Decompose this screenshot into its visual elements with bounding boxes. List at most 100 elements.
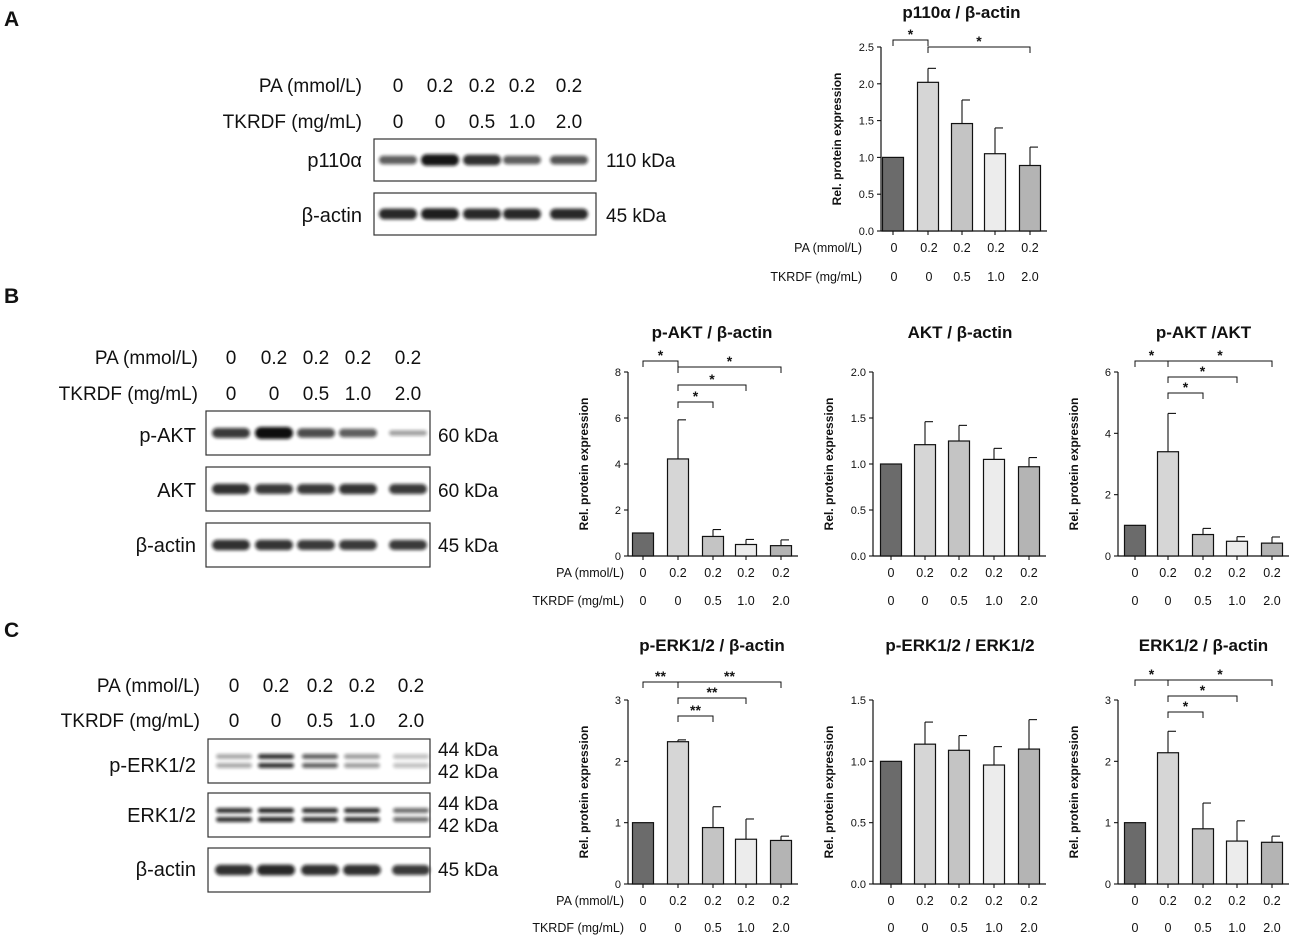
y-axis-label: Rel. protein expression [1067, 726, 1081, 859]
bar [947, 440, 971, 557]
y-tick-label: 3 [1105, 695, 1111, 707]
significance-bracket [1167, 679, 1273, 686]
blot-band [389, 430, 427, 436]
blot-band [302, 808, 338, 813]
blot-frame [205, 522, 431, 568]
kda-label: 45 kDa [606, 206, 667, 227]
protein-label: p110α [307, 150, 362, 172]
significance-label: * [709, 371, 715, 387]
bar [666, 458, 690, 557]
wb-pa-label: PA (mmol/L) [97, 676, 200, 697]
blot-band [392, 865, 430, 875]
bar [1123, 822, 1147, 885]
blot-band [344, 763, 380, 768]
bar [983, 153, 1007, 232]
pa-value: 0.2 [985, 566, 1002, 580]
protein-label: β-actin [302, 205, 362, 227]
y-tick-label: 6 [1105, 367, 1111, 379]
blot-band [343, 864, 381, 876]
y-tick-label: 1.5 [859, 116, 874, 128]
pa-value: 0.2 [704, 566, 721, 580]
chart-title: ERK1/2 / β-actin [1139, 636, 1268, 655]
wb-pa-value: 0.2 [427, 76, 453, 97]
chart-title: p-ERK1/2 / β-actin [639, 636, 784, 655]
pa-value: 0.2 [916, 894, 933, 908]
pa-value: 0.2 [985, 894, 1002, 908]
blot-frame [207, 792, 431, 838]
blot-band [297, 484, 335, 494]
y-axis-label: Rel. protein expression [830, 73, 844, 206]
wb-tkrdf-value: 0 [229, 711, 240, 732]
blot-frame [205, 410, 431, 456]
wb-tkrdf-value: 1.0 [349, 711, 375, 732]
pa-value: 0.2 [953, 241, 970, 255]
significance-label: * [1200, 682, 1206, 698]
chart-title: p110α / β-actin [902, 3, 1020, 22]
blot-band [339, 483, 377, 495]
y-tick-label: 2.5 [859, 42, 874, 54]
y-tick-label: 0.5 [859, 189, 874, 201]
bar [1156, 752, 1180, 885]
protein-label: AKT [157, 480, 196, 502]
bar [1018, 164, 1042, 232]
protein-label: ERK1/2 [127, 805, 196, 827]
blot-band [393, 817, 429, 822]
significance-label: * [1183, 379, 1189, 395]
pa-value: 0.2 [772, 894, 789, 908]
protein-label: β-actin [136, 859, 196, 881]
y-tick-label: 4 [1105, 428, 1111, 440]
bar [1017, 748, 1041, 885]
pa-value: 0.2 [1020, 894, 1037, 908]
wb-tkrdf-label: TKRDF (mg/mL) [59, 384, 198, 405]
significance-label: * [1200, 363, 1206, 379]
significance-label: * [658, 347, 664, 363]
y-tick-label: 1.0 [851, 459, 866, 471]
kda-label: 60 kDa [438, 426, 499, 447]
bar [631, 822, 655, 885]
significance-label: * [976, 33, 982, 49]
significance-label: * [1217, 347, 1223, 363]
blot-band [212, 539, 250, 551]
blot-band [344, 817, 380, 822]
y-tick-label: 2 [1105, 756, 1111, 768]
blot-band [463, 208, 501, 220]
wb-pa-value: 0.2 [303, 348, 329, 369]
tkrdf-value: 0 [888, 594, 895, 608]
pa-value: 0.2 [772, 566, 789, 580]
bar [1017, 466, 1041, 557]
tkrdf-value: 2.0 [772, 594, 789, 608]
blot-band [344, 808, 380, 813]
blot-band [216, 817, 252, 822]
bar [734, 838, 758, 885]
blot-band [503, 155, 541, 165]
y-tick-label: 8 [615, 367, 621, 379]
bar [1225, 540, 1249, 557]
wb-tkrdf-value: 0.5 [307, 711, 333, 732]
pa-value: 0.2 [987, 241, 1004, 255]
y-axis-label: Rel. protein expression [577, 398, 591, 531]
y-tick-label: 0.5 [851, 505, 866, 517]
bar [1123, 524, 1147, 557]
western-blot-b: PA (mmol/L) TKRDF (mg/mL) 0 0 0.2 0 0.2 0.5 0.… [59, 348, 499, 568]
bar-chart: p-AKT /AKT Rel. protein expression 0 2 4 6 0 0 0… [1067, 323, 1289, 608]
tkrdf-value: 1.0 [1228, 594, 1245, 608]
tkrdf-value: 2.0 [1021, 270, 1038, 284]
blot-band [216, 808, 252, 813]
bar-chart: p110α / β-actin Rel. protein expression 0.… [830, 3, 1047, 284]
wb-tkrdf-value: 0 [226, 384, 237, 405]
tkrdf-value: 0.5 [953, 270, 970, 284]
y-tick-label: 1.5 [851, 695, 866, 707]
pa-value: 0.2 [1194, 566, 1211, 580]
kda-label: 42 kDa [438, 816, 499, 837]
pa-value: 0 [888, 894, 895, 908]
pa-value: 0.2 [916, 566, 933, 580]
bar [1225, 840, 1249, 885]
significance-bracket [1167, 695, 1238, 702]
y-tick-label: 1.5 [851, 413, 866, 425]
y-tick-label: 1 [615, 818, 621, 830]
significance-label: ** [690, 702, 701, 718]
significance-label: ** [724, 668, 735, 684]
y-tick-label: 0.0 [851, 879, 866, 891]
kda-label: 110 kDa [606, 151, 676, 172]
